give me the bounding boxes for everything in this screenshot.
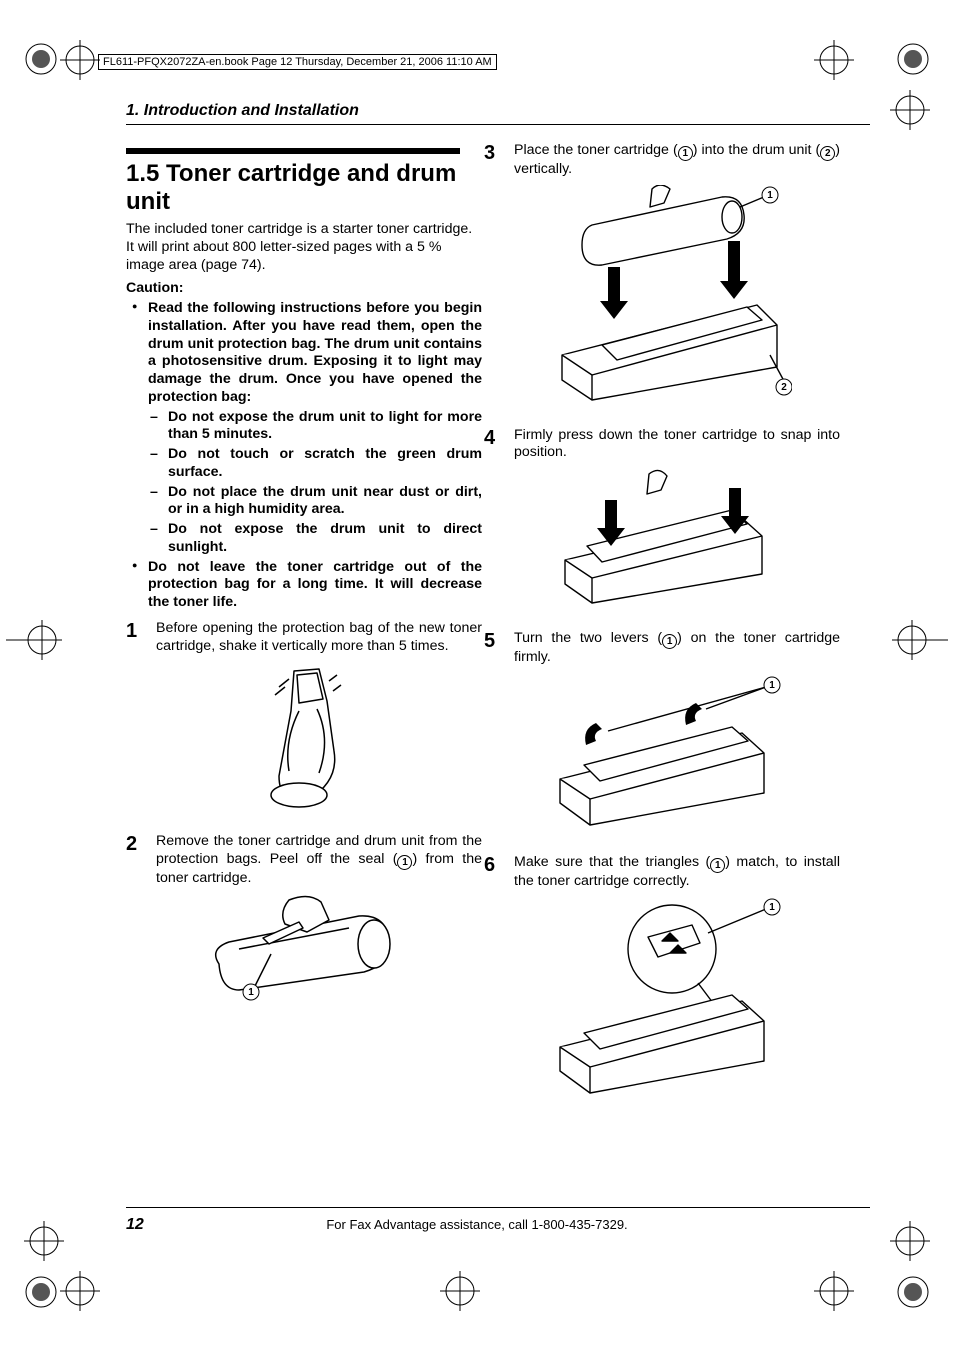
running-head: 1. Introduction and Installation bbox=[126, 102, 359, 120]
step-num-5: 5 bbox=[484, 630, 514, 667]
footer-text: For Fax Advantage assistance, call 1-800… bbox=[64, 1217, 890, 1232]
step-text-2: Remove the toner cartridge and drum unit… bbox=[156, 833, 482, 888]
step-1: 1 Before opening the protection bag of t… bbox=[126, 620, 482, 656]
step3-b: ) into the drum unit ( bbox=[693, 142, 821, 158]
circ-1a: 1 bbox=[397, 855, 412, 870]
step-num-4: 4 bbox=[484, 427, 514, 463]
crop-cross-bl bbox=[24, 1221, 64, 1261]
circ-1b: 1 bbox=[678, 146, 693, 161]
crop-cross-top2 bbox=[814, 40, 854, 80]
figure-triangles: 1 bbox=[484, 897, 840, 1103]
step-num-3: 3 bbox=[484, 142, 514, 179]
step-text-3: Place the toner cartridge (1) into the d… bbox=[514, 142, 840, 179]
circ-2a: 2 bbox=[820, 146, 835, 161]
column-right: 3 Place the toner cartridge (1) into the… bbox=[484, 142, 840, 1119]
accent-bar bbox=[126, 148, 460, 154]
step-2: 2 Remove the toner cartridge and drum un… bbox=[126, 833, 482, 888]
crop-cross-bot2 bbox=[440, 1271, 480, 1311]
step-4: 4 Firmly press down the toner cartridge … bbox=[484, 427, 840, 463]
step-num-6: 6 bbox=[484, 854, 514, 891]
svg-text:1: 1 bbox=[248, 987, 254, 998]
figure-peel: 1 bbox=[126, 894, 482, 1010]
crop-cross-mid-l bbox=[6, 620, 62, 660]
step-text-5: Turn the two levers (1) on the toner car… bbox=[514, 630, 840, 667]
footer-rule bbox=[126, 1207, 870, 1208]
step-5: 5 Turn the two levers (1) on the toner c… bbox=[484, 630, 840, 667]
step-6: 6 Make sure that the triangles (1) match… bbox=[484, 854, 840, 891]
crop-cross-bot1 bbox=[60, 1271, 100, 1311]
step6-a: Make sure that the triangles ( bbox=[514, 854, 710, 870]
reg-mark-tl bbox=[24, 42, 58, 76]
reg-mark-tr bbox=[896, 42, 930, 76]
caution-item-2: Do not leave the toner cartridge out of … bbox=[126, 559, 482, 612]
column-left: 1.5 Toner cartridge and drum unit The in… bbox=[126, 160, 482, 1025]
svg-text:1: 1 bbox=[767, 190, 773, 201]
figure-insert: 1 2 bbox=[484, 185, 840, 411]
caution-sub-1: Do not expose the drum unit to light for… bbox=[126, 409, 482, 445]
crop-cross-top bbox=[60, 40, 100, 80]
reg-mark-bl bbox=[24, 1275, 58, 1309]
section-title: 1.5 Toner cartridge and drum unit bbox=[126, 160, 482, 215]
caution-label: Caution: bbox=[126, 280, 482, 298]
step5-a: Turn the two levers ( bbox=[514, 630, 662, 646]
figure-levers: 1 bbox=[484, 673, 840, 839]
crop-cross-br bbox=[890, 1221, 930, 1261]
svg-text:1: 1 bbox=[769, 680, 775, 691]
step-3: 3 Place the toner cartridge (1) into the… bbox=[484, 142, 840, 179]
figure-press bbox=[484, 468, 840, 614]
figure-shake bbox=[126, 661, 482, 817]
svg-text:2: 2 bbox=[781, 382, 787, 393]
step-text-6: Make sure that the triangles (1) match, … bbox=[514, 854, 840, 891]
step-text-4: Firmly press down the toner cartridge to… bbox=[514, 427, 840, 463]
caution-item-1: Read the following instructions before y… bbox=[126, 300, 482, 407]
step-text-1: Before opening the protection bag of the… bbox=[156, 620, 482, 656]
caution-sub-2: Do not touch or scratch the green drum s… bbox=[126, 446, 482, 482]
intro-text: The included toner cartridge is a starte… bbox=[126, 221, 482, 274]
head-rule bbox=[126, 124, 870, 125]
slug-line: FL611-PFQX2072ZA-en.book Page 12 Thursda… bbox=[98, 54, 497, 70]
caution-sub-3: Do not place the drum unit near dust or … bbox=[126, 484, 482, 520]
crop-cross-bot3 bbox=[814, 1271, 854, 1311]
caution-sub-4: Do not expose the drum unit to direct su… bbox=[126, 521, 482, 557]
step-num-2: 2 bbox=[126, 833, 156, 888]
svg-text:1: 1 bbox=[769, 902, 775, 913]
page-content: 1. Introduction and Installation 1.5 Ton… bbox=[64, 82, 890, 1246]
reg-mark-br bbox=[896, 1275, 930, 1309]
circ-1c: 1 bbox=[662, 634, 677, 649]
crop-cross-mid-r bbox=[892, 620, 948, 660]
step-num-1: 1 bbox=[126, 620, 156, 656]
step3-a: Place the toner cartridge ( bbox=[514, 142, 678, 158]
crop-cross-right bbox=[890, 90, 930, 130]
circ-1d: 1 bbox=[710, 858, 725, 873]
